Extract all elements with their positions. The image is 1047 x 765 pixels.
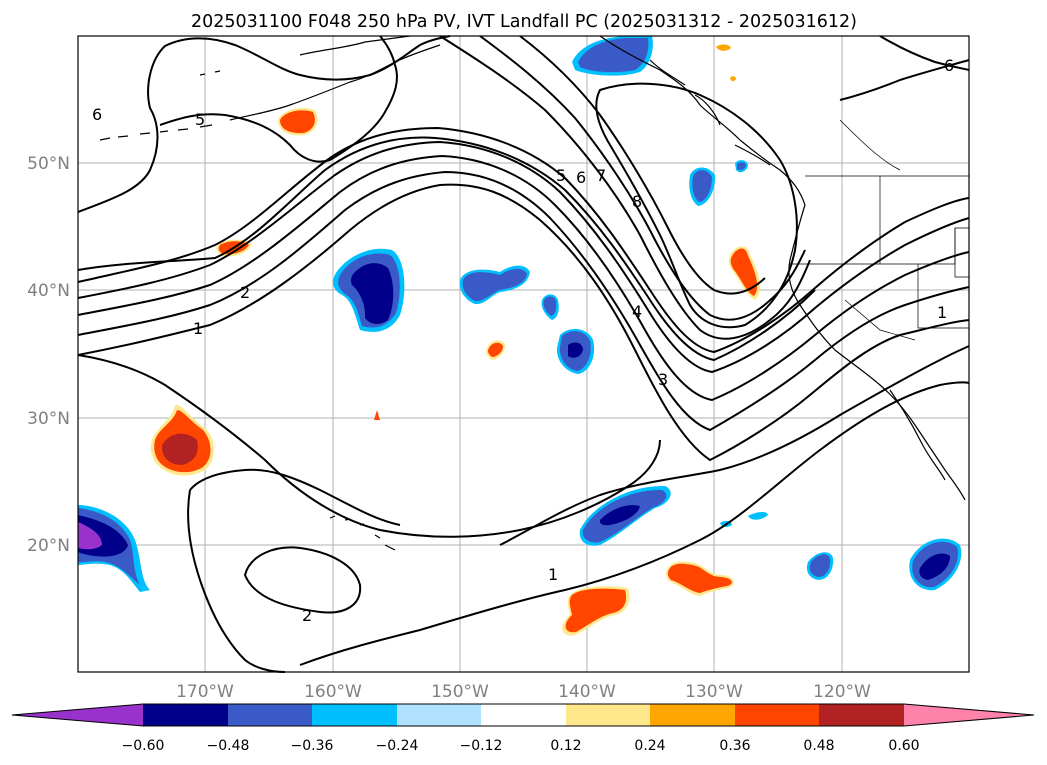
contour-label: 5 xyxy=(556,166,566,185)
lon-label-120w: 120°W xyxy=(813,682,871,702)
colorbar-tick-label: 0.24 xyxy=(634,738,665,754)
contour-label: 6 xyxy=(576,168,586,187)
colorbar-tick-label: −0.12 xyxy=(460,738,503,754)
contour-label: 4 xyxy=(632,302,642,321)
colorbar-segment xyxy=(735,704,819,726)
contour-labels: 6 5 2 1 5 6 7 8 4 3 1 2 1 6 xyxy=(92,56,954,625)
map-panel: 6 5 2 1 5 6 7 8 4 3 1 2 1 6 xyxy=(77,35,970,673)
colorbar-segment xyxy=(312,704,397,726)
colorbar-tick-label: 0.12 xyxy=(550,738,581,754)
contour-label: 2 xyxy=(302,606,312,625)
colorbar-tick-labels: −0.60 −0.48 −0.36 −0.24 −0.12 0.12 0.24 … xyxy=(122,738,920,754)
map-title: 2025031100 F048 250 hPa PV, IVT Landfall… xyxy=(191,12,857,32)
colorbar-segment xyxy=(481,704,566,726)
contour-label: 1 xyxy=(548,565,558,584)
lat-label-30n: 30°N xyxy=(27,409,70,429)
colorbar-segment xyxy=(143,704,228,726)
coastlines xyxy=(99,35,966,551)
colorbar-tick-label: 0.48 xyxy=(803,738,834,754)
contour-label: 5 xyxy=(195,110,205,129)
lon-label-170w: 170°W xyxy=(176,682,234,702)
contour-label: 6 xyxy=(944,56,954,75)
contour-label: 2 xyxy=(240,283,250,302)
colorbar-segment xyxy=(12,704,143,726)
positive-anomaly-fills xyxy=(150,44,760,636)
lon-label-160w: 160°W xyxy=(304,682,362,702)
colorbar-tick-label: 0.60 xyxy=(888,738,919,754)
latitude-labels: 50°N 40°N 30°N 20°N xyxy=(27,154,70,556)
pv-contours xyxy=(77,35,970,673)
contour-label: 6 xyxy=(92,105,102,124)
colorbar-segment xyxy=(819,704,904,726)
colorbar xyxy=(11,703,1035,727)
colorbar-segment xyxy=(566,704,650,726)
colorbar-tick-label: −0.60 xyxy=(122,738,165,754)
contour-label: 1 xyxy=(193,319,203,338)
lat-label-50n: 50°N xyxy=(27,154,70,174)
colorbar-outline xyxy=(11,703,1035,727)
colorbar-segment xyxy=(650,704,735,726)
colorbar-tick-label: −0.48 xyxy=(207,738,250,754)
lon-label-130w: 130°W xyxy=(685,682,743,702)
lon-label-140w: 140°W xyxy=(558,682,616,702)
colorbar-segment xyxy=(904,704,1034,726)
lat-label-40n: 40°N xyxy=(27,281,70,301)
colorbar-tick-label: −0.36 xyxy=(291,738,334,754)
colorbar-tick-label: 0.36 xyxy=(719,738,750,754)
lat-label-20n: 20°N xyxy=(27,536,70,556)
longitude-labels: 170°W 160°W 150°W 140°W 130°W 120°W xyxy=(176,682,871,702)
colorbar-segment xyxy=(228,704,312,726)
colorbar-segment xyxy=(397,704,481,726)
contour-label: 7 xyxy=(596,166,606,185)
negative-anomaly-fills xyxy=(78,36,962,592)
lon-label-150w: 150°W xyxy=(431,682,489,702)
contour-label: 1 xyxy=(937,303,947,322)
contour-label: 3 xyxy=(658,370,668,389)
colorbar-tick-label: −0.24 xyxy=(376,738,419,754)
contour-label: 8 xyxy=(632,192,642,211)
